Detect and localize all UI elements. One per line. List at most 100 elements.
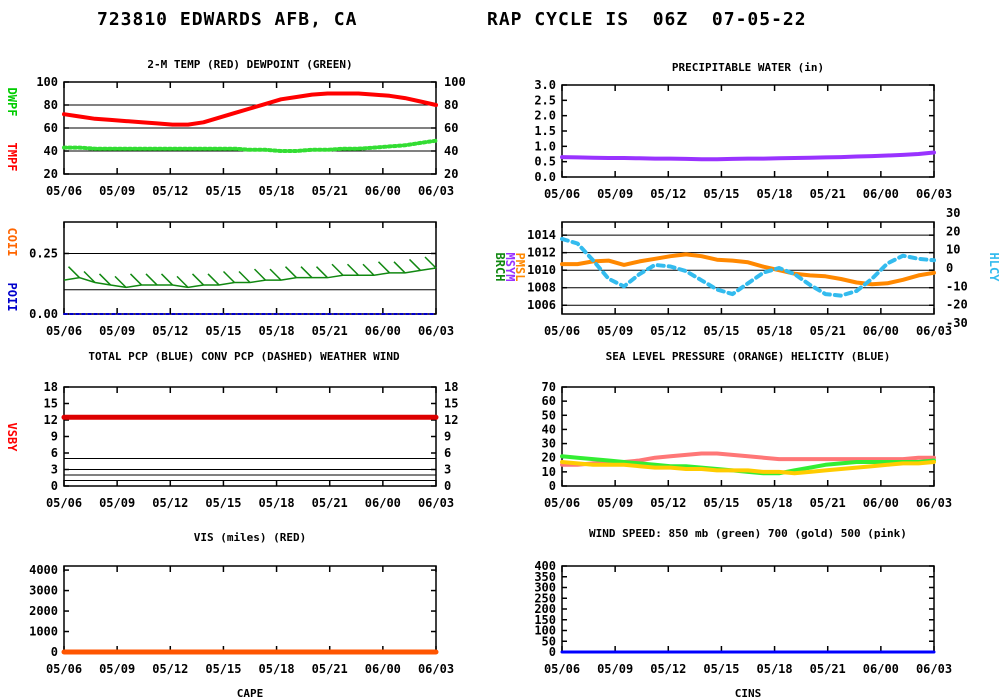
wind-barb: [98, 273, 112, 286]
wind-barb: [377, 261, 391, 274]
x-tick-label: 06/03: [916, 187, 952, 201]
wind-barb: [160, 273, 174, 286]
y-tick-label: 3000: [29, 584, 58, 598]
wind-barb: [114, 275, 127, 288]
series-line-pmsl: [560, 252, 936, 287]
x-tick-label: 06/03: [418, 496, 454, 510]
wind-barb: [269, 268, 282, 281]
y-tick-label: 30: [542, 437, 556, 451]
x-tick-label: 05/09: [99, 662, 135, 676]
x-tick-label: 05/12: [152, 184, 188, 198]
x-tick-label: 05/21: [312, 324, 348, 338]
x-tick-label: 05/09: [597, 187, 633, 201]
wind-barb: [129, 273, 143, 286]
y-tick-label: 400: [534, 559, 556, 573]
x-tick-label: 05/09: [99, 184, 135, 198]
x-tick-label: 05/06: [46, 496, 82, 510]
plot-frame: [561, 386, 935, 487]
wind-barb: [191, 273, 205, 286]
x-tick-label: 06/03: [916, 496, 952, 510]
series-line-hlcy: [560, 236, 936, 298]
x-tick-label: 05/12: [650, 324, 686, 338]
y-tick-label-right: 10: [946, 243, 960, 257]
y-tick-label: 0.5: [534, 155, 556, 169]
x-tick-label: 06/03: [916, 662, 952, 676]
y-tick-label: 40: [542, 422, 556, 436]
y-tick-label-right: 60: [444, 121, 458, 135]
x-tick-label: 06/00: [863, 324, 899, 338]
y-tick-label-right: -30: [946, 316, 968, 330]
x-tick-label: 05/06: [46, 324, 82, 338]
x-tick-label: 05/18: [259, 324, 295, 338]
wind-barb: [331, 263, 344, 276]
wind-barb: [238, 270, 251, 284]
wind-barb: [207, 273, 220, 286]
y-tick-label-right: 12: [444, 413, 458, 427]
x-tick-label: 05/18: [259, 662, 295, 676]
x-tick-label: 06/00: [365, 324, 401, 338]
x-tick-label: 05/18: [757, 324, 793, 338]
y-tick-label: 0.00: [29, 307, 58, 321]
wind-barb: [67, 266, 81, 279]
wind-trace-line: [63, 267, 437, 289]
x-tick-label: 06/00: [863, 662, 899, 676]
chart-panel-cape: 0 1000 2000 3000 4000 05/06 05/09 05/12 05/15 05/…: [29, 563, 454, 700]
chart-panel-vsby: 0 0 3 3 6 6 9 9 12 12 15 15 18 18 05/06 05/09 05/12 05/15…: [5, 380, 458, 544]
y-tick-label-right: 9: [444, 430, 451, 444]
y-axis-label: BRCH: [493, 253, 507, 282]
wind-barb: [315, 266, 329, 279]
y-tick-label: 0: [549, 645, 556, 659]
y-tick-label: 1.0: [534, 139, 556, 153]
x-tick-label: 05/15: [205, 324, 241, 338]
wind-barb: [300, 266, 313, 279]
x-tick-label: 05/18: [259, 496, 295, 510]
y-tick-label: 100: [36, 75, 58, 89]
chart-caption: CINS: [735, 687, 762, 700]
y-tick-label: 1006: [527, 298, 556, 312]
y-tick-label-right: 6: [444, 446, 451, 460]
x-tick-label: 05/09: [597, 662, 633, 676]
x-tick-label: 05/21: [810, 187, 846, 201]
y-tick-label-right: 20: [444, 167, 458, 181]
x-tick-label: 05/12: [152, 496, 188, 510]
y-axis-label: PMSL: [513, 253, 527, 282]
y-tick-label-right: 30: [946, 206, 960, 220]
x-tick-label: 05/21: [810, 324, 846, 338]
plot-frame: [63, 565, 437, 653]
x-tick-label: 06/03: [418, 324, 454, 338]
chart-caption: SEA LEVEL PRESSURE (ORANGE) HELICITY (BL…: [606, 350, 891, 363]
y-tick-label: 50: [542, 408, 556, 422]
x-tick-label: 05/09: [99, 324, 135, 338]
wind-barb: [362, 263, 375, 276]
x-tick-label: 05/06: [544, 662, 580, 676]
y-tick-label: 150: [534, 613, 556, 627]
series-line-tmpf: [62, 91, 438, 127]
wind-barb: [176, 275, 189, 288]
x-tick-label: 05/12: [650, 662, 686, 676]
x-tick-label: 05/09: [597, 496, 633, 510]
chart-caption: WIND SPEED: 850 mb (green) 700 (gold) 50…: [589, 527, 907, 540]
y-tick-label-right: 40: [444, 144, 458, 158]
y-tick-label: 4000: [29, 563, 58, 577]
x-tick-label: 05/18: [757, 662, 793, 676]
plot-frame: [63, 221, 437, 315]
chart-title: PRECIPITABLE WATER (in): [672, 61, 824, 74]
y-tick-label: 100: [534, 624, 556, 638]
wind-barb: [253, 268, 267, 281]
y-tick-label: 350: [534, 570, 556, 584]
y-tick-label: 300: [534, 581, 556, 595]
x-tick-label: 05/15: [703, 324, 739, 338]
y-tick-label: 3: [51, 463, 58, 477]
chart-panel-pop: 0.00 0.25 05/06 05/09 05/12 05/15 05/18 05/21 06…: [5, 221, 454, 363]
x-tick-label: 05/15: [205, 496, 241, 510]
y-axis-label: POII: [5, 283, 19, 312]
y-axis-label-right: HLCY: [987, 253, 1000, 283]
y-tick-label: 60: [44, 121, 58, 135]
x-tick-label: 06/00: [365, 662, 401, 676]
x-tick-label: 05/18: [259, 184, 295, 198]
chart-caption: CAPE: [237, 687, 264, 700]
y-tick-label: 50: [542, 634, 556, 648]
y-axis-label: TMPF: [5, 143, 19, 172]
